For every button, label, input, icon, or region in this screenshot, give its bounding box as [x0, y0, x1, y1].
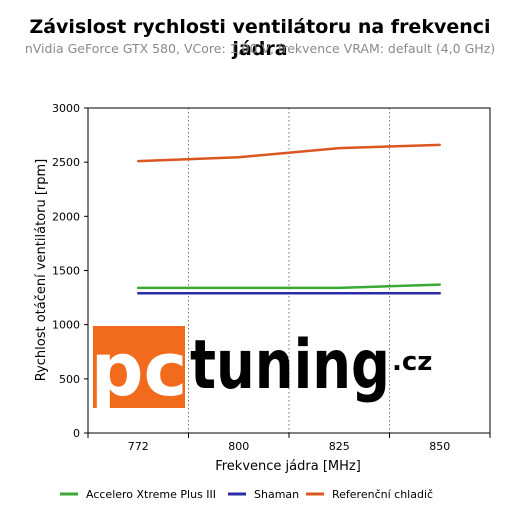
legend: Accelero Xtreme Plus III Shaman Referenční… — [60, 488, 433, 501]
legend-label: Referenční chladič — [332, 488, 433, 501]
watermark-pc-box — [93, 326, 185, 408]
series-layer — [137, 143, 441, 295]
legend-label: Shaman — [254, 488, 299, 501]
legend-label: Accelero Xtreme Plus III — [86, 488, 216, 501]
y-tick-label: 2000 — [52, 210, 80, 223]
x-tick-label: 772 — [128, 440, 149, 453]
chart-title: Závislost rychlosti ventilátoru na frekv… — [29, 16, 491, 60]
x-tick-label: 850 — [429, 440, 450, 453]
x-tick-label: 825 — [329, 440, 350, 453]
chart-subtitle: nVidia GeForce GTX 580, VCore: 1,00 V, f… — [24, 41, 496, 56]
y-tick-label: 1500 — [52, 265, 80, 278]
axes-layer: 0 500 1000 1500 2000 2500 3000 772 800 825 850 — [52, 102, 491, 453]
y-axis-title: Rychlost otáčení ventilátoru [rpm] — [34, 159, 49, 382]
watermark-cz-text: .cz — [392, 347, 432, 377]
y-tick-label: 0 — [73, 427, 80, 440]
watermark-tuning-text: tuning — [190, 326, 390, 405]
y-tick-label: 2500 — [52, 156, 80, 169]
x-tick-label: 800 — [228, 440, 249, 453]
y-tick-label: 1000 — [52, 319, 80, 332]
series-line — [137, 283, 441, 290]
watermark-pc-text: pc — [91, 327, 188, 413]
y-tick-label: 3000 — [52, 102, 80, 115]
pctuning-watermark-logo: pc tuning .cz — [91, 326, 432, 413]
series-line — [137, 143, 441, 163]
y-tick-label: 500 — [59, 373, 80, 386]
x-axis-title: Frekvence jádra [MHz] — [215, 459, 361, 474]
